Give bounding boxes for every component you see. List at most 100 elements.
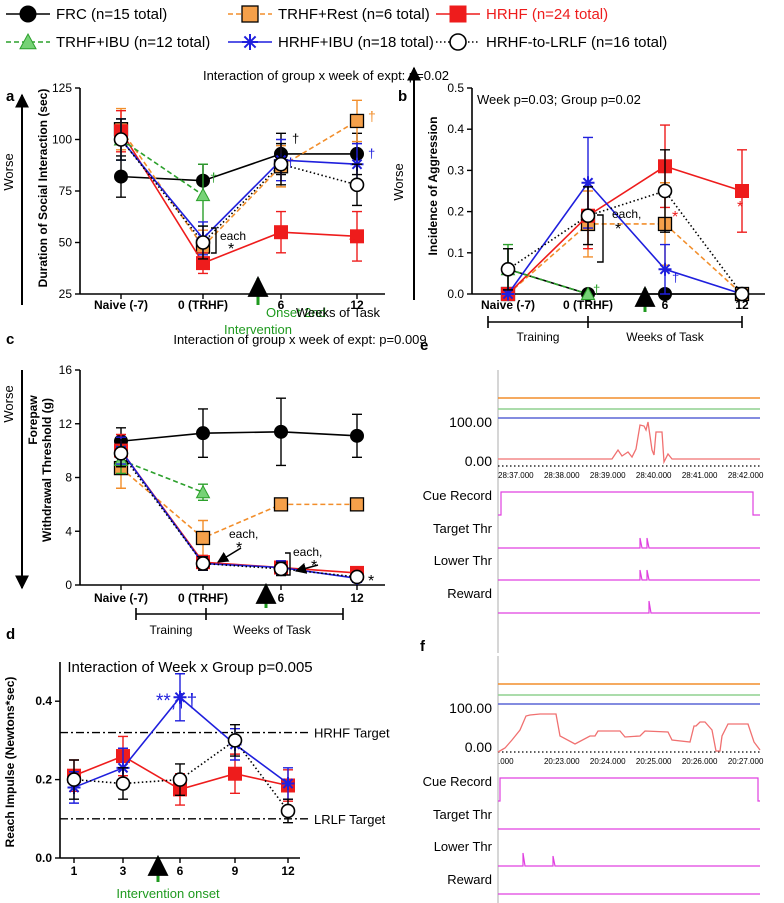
training-brackets-b: Training Weeks of Task [487,316,743,344]
bracket-label: Training [150,623,193,637]
bracket [285,552,291,576]
x-tick-label: 1 [71,864,78,878]
x-tick-label: 12 [281,864,295,878]
panel-b-title: Week p=0.03; Group p=0.02 [477,92,641,107]
data-point [735,184,749,198]
data-point [172,772,188,787]
trace-ytick: 0.00 [465,453,492,469]
trace-row-label: Cue Record [423,774,492,789]
trace-time-label: 28:39.000 [590,471,626,480]
legend-label: HRHF-to-LRLF (n=16 total) [486,34,667,51]
series-hrhf_lrlf [66,724,296,824]
x-tick-label: 6 [662,298,669,312]
annotation-arrow [217,547,242,563]
y-tick-label: 0.3 [447,163,464,177]
y-tick-label: 25 [59,287,73,301]
panel-a-ylabel: Duration of Social Interaction (sec) [36,89,50,288]
y-tick-label: 0.5 [447,81,464,95]
series-line [120,138,358,240]
data-point [274,424,288,439]
panel-a-side-label: Worse [1,153,16,190]
trace-time-label: 20:24.000 [590,757,626,766]
bracket [211,227,217,254]
data-point [349,113,365,129]
data-point [580,286,596,301]
annotation: * [276,227,282,244]
data-point [115,776,131,791]
legend-item-trhf_rest: TRHF+Rest (n=6 total) [228,5,430,23]
data-point [273,497,289,512]
trace-row-label: Target Thr [433,521,493,536]
data-point [500,261,516,277]
annotation: * [672,209,678,226]
y-tick-label: 8 [65,471,72,485]
annotation: † [368,146,375,161]
trace-time-label: 28:38.000 [544,471,580,480]
legend-item-hrhf_lrlf: HRHF-to-LRLF (n=16 total) [436,33,667,51]
trace-signal [498,421,760,465]
x-tick-label: Naive (-7) [94,591,148,605]
data-point [580,208,596,224]
series-hrhf [114,109,364,275]
y-tick-label: 0.2 [35,773,52,787]
series-trhf_rest [500,182,750,302]
x-tick-label: 6 [278,591,285,605]
annotation: ** [349,235,361,252]
legend-label: FRC (n=15 total) [56,6,167,23]
annotation: † [292,131,299,146]
trace-row-label: Target Thr [433,807,493,822]
series-hrhf [114,433,364,580]
panel-c-title: Interaction of group x week of expt: p=0… [173,332,426,347]
panel-letter-c: c [6,331,14,348]
legend-marker-hrhf_ibu [242,34,258,50]
reference-line-label: HRHF Target [314,726,390,741]
x-tick-label: Naive (-7) [481,298,535,312]
data-point [350,428,364,443]
panel-b: b Week p=0.03; Group p=0.02 Worse Incide… [391,66,641,300]
y-tick-label: 0.1 [447,246,464,260]
data-point [195,235,211,250]
panel-f: f [420,638,426,655]
chart-d: 0.0 0.2 0.4 1 3 6 9 12 HRHF Target LRLF Target [35,662,390,878]
trace-time-label: 20:25.000 [636,757,672,766]
trace-layer: 100.00 0.00 28:37.000 28:38.000 28:39.000 28:… [423,370,764,903]
trace-time-label: 28:37.000 [498,471,534,480]
series-hrhf_lrlf [113,118,365,260]
trace-time-label: .000 [498,757,514,766]
annotation-arrow [294,562,319,574]
panel-letter-a: a [6,88,15,105]
chart-b: 0.0 0.1 0.2 0.3 0.4 0.5 Naive (-7) 0 (TRHF) 6 12 [447,81,765,312]
y-tick-label: 0.4 [447,122,464,136]
series-hrhf_lrlf [500,149,750,302]
data-point [114,169,128,184]
panel-a-title: Interaction of group x week of expt: p=0… [203,68,449,83]
legend-marker-trhf_rest [241,5,259,23]
chart-c: 0 4 8 12 16 Naive (-7) 0 (TRHF) 6 12 [59,363,385,605]
series-line [120,139,358,244]
annotation: * [236,540,242,557]
panel-c: c Interaction of group x week of expt: p… [1,331,427,590]
series-line [120,431,358,443]
panel-a-arrow-label-2: Intervention [224,322,292,337]
x-tick-label: Naive (-7) [94,298,148,312]
data-point [349,177,365,193]
panel-e: e [420,337,428,354]
series-line [120,120,358,248]
annotation: * [368,573,374,590]
annotation: each [220,229,246,243]
y-tick-label: 0 [65,578,72,592]
panel-b-ylabel: Incidence of Aggression [426,117,440,256]
series-frc [114,132,364,198]
panel-a-arrow-label-1: Onset 2nd [266,305,326,320]
trace-time-label: 20:23.000 [544,757,580,766]
trace-time-label: 20:27.000 [728,757,764,766]
annotation: each, [229,527,258,541]
legend-marker-hrhf_lrlf [449,33,467,51]
chart-a: 25 50 75 100 125 Naive (-7) 0 (TRHF) 6 12 [52,81,385,312]
bracket-label: Weeks of Task [233,623,312,637]
x-tick-label: 0 (TRHF) [563,298,613,312]
series-frc [114,397,364,467]
data-point [273,156,289,172]
trace-row-signal [498,852,760,867]
